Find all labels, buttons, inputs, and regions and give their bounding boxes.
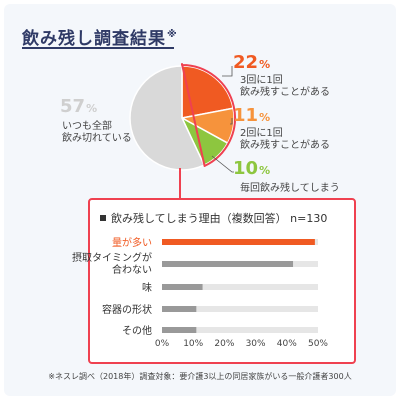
x-tick-label-1: 10% (183, 339, 203, 349)
bar-track-4 (162, 327, 318, 333)
bar-track-3 (162, 306, 318, 312)
slice-0-label: 3回に1回 飲み残すことがある (240, 75, 330, 98)
reasons-panel: 飲み残してしまう理由（複数回答） n=130 (88, 198, 356, 364)
footnote: ※ネスレ調べ（2018年）調査対象：要介護3以上の同居家族がいる一般介護者300… (48, 372, 352, 381)
bar-1 (162, 261, 294, 267)
x-tick-label-4: 40% (277, 339, 297, 349)
leader-line-0 (222, 66, 233, 77)
bar-track-2 (162, 284, 318, 290)
reasons-title: 飲み残してしまう理由（複数回答） n=130 (100, 210, 327, 226)
x-tick-label-5: 50% (308, 339, 328, 349)
slice-0-percent: 22% (233, 52, 271, 73)
bar-label-2: 味 (142, 282, 152, 294)
slice-2-label: 毎回飲み残してしまう (240, 183, 340, 194)
bar-label-1: 摂取タイミングが合わない (72, 251, 152, 276)
pie-highlight-outline (181, 63, 237, 167)
pie-slice-0 (181, 65, 234, 119)
bar-4 (162, 327, 197, 333)
bar-0 (162, 239, 315, 245)
pie-slice-3 (129, 65, 206, 171)
x-tick-label-3: 30% (246, 339, 266, 349)
slice-3-label: いつも全部 飲み切れている (62, 121, 132, 144)
bar-3 (162, 306, 197, 312)
x-tick-label-2: 20% (214, 339, 234, 349)
title-underline (22, 47, 174, 49)
leader-line-2 (211, 155, 234, 173)
slice-1-percent: 11% (233, 105, 271, 126)
square-bullet-icon (100, 215, 106, 221)
x-tick-label-0: 0% (155, 339, 170, 349)
leader-line-1 (230, 118, 233, 125)
bar-label-4: その他 (122, 324, 152, 337)
slice-1-label: 2回に1回 飲み残すことがある (240, 128, 330, 151)
bar-label-0: 量が多い (112, 236, 152, 249)
pie-chart (129, 63, 237, 199)
slice-3-percent: 57% (60, 96, 98, 117)
bar-label-3: 容器の形状 (102, 303, 152, 316)
slice-2-percent: 10% (233, 158, 271, 179)
bar-2 (162, 284, 203, 290)
page-title: 飲み残し調査結果※ (22, 29, 178, 49)
